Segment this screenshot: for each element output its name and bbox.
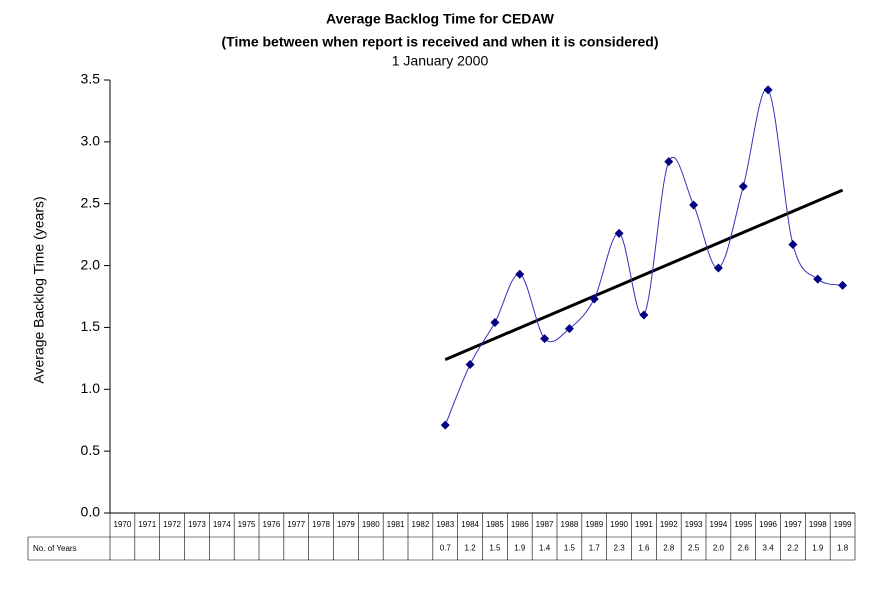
x-tick-label: 1983 bbox=[436, 520, 454, 529]
marker bbox=[465, 360, 475, 370]
x-tick-label: 1980 bbox=[362, 520, 380, 529]
x-tick-label: 1982 bbox=[412, 520, 430, 529]
x-tick-label: 1972 bbox=[163, 520, 181, 529]
marker bbox=[589, 294, 599, 304]
x-tick-label: 1996 bbox=[759, 520, 777, 529]
marker bbox=[788, 240, 798, 250]
marker bbox=[838, 280, 848, 290]
x-tick-label: 1987 bbox=[536, 520, 554, 529]
x-tick-label: 1999 bbox=[834, 520, 852, 529]
table-value: 2.6 bbox=[738, 544, 750, 553]
x-tick-label: 1975 bbox=[238, 520, 256, 529]
chart-date: 1 January 2000 bbox=[392, 53, 489, 69]
marker bbox=[664, 157, 674, 167]
table-value: 2.0 bbox=[713, 544, 725, 553]
y-tick-label: 3.5 bbox=[81, 71, 101, 87]
x-tick-label: 1998 bbox=[809, 520, 827, 529]
marker bbox=[738, 181, 748, 191]
table-value: 3.4 bbox=[763, 544, 775, 553]
y-tick-label: 0.5 bbox=[81, 442, 101, 458]
table-value: 1.2 bbox=[465, 544, 477, 553]
table-value: 2.2 bbox=[787, 544, 799, 553]
table-row-label: No. of Years bbox=[33, 544, 77, 553]
marker bbox=[540, 334, 550, 344]
x-tick-label: 1986 bbox=[511, 520, 529, 529]
marker bbox=[813, 274, 823, 284]
x-tick-label: 1990 bbox=[610, 520, 628, 529]
y-tick-label: 0.0 bbox=[81, 504, 101, 520]
y-tick-label: 1.5 bbox=[81, 318, 101, 334]
table-value: 1.7 bbox=[589, 544, 601, 553]
table-value: 1.9 bbox=[514, 544, 526, 553]
x-tick-label: 1981 bbox=[387, 520, 405, 529]
x-tick-label: 1989 bbox=[585, 520, 603, 529]
table-value: 1.6 bbox=[638, 544, 650, 553]
marker bbox=[713, 263, 723, 273]
chart-subtitle: (Time between when report is received an… bbox=[222, 34, 659, 50]
x-tick-label: 1977 bbox=[287, 520, 305, 529]
x-tick-label: 1971 bbox=[138, 520, 156, 529]
marker bbox=[639, 310, 649, 320]
x-tick-label: 1974 bbox=[213, 520, 231, 529]
x-tick-label: 1984 bbox=[461, 520, 479, 529]
x-tick-label: 1985 bbox=[486, 520, 504, 529]
table-value: 0.7 bbox=[440, 544, 452, 553]
y-tick-label: 1.0 bbox=[81, 380, 101, 396]
y-tick-label: 2.5 bbox=[81, 194, 101, 210]
series-line bbox=[444, 88, 843, 426]
table-value: 1.5 bbox=[564, 544, 576, 553]
table-value: 2.5 bbox=[688, 544, 700, 553]
table-value: 1.9 bbox=[812, 544, 824, 553]
marker bbox=[689, 200, 699, 210]
x-tick-label: 1993 bbox=[685, 520, 703, 529]
marker bbox=[440, 420, 450, 430]
y-tick-label: 3.0 bbox=[81, 133, 101, 149]
y-tick-label: 2.0 bbox=[81, 256, 101, 272]
marker bbox=[564, 324, 574, 334]
marker bbox=[490, 317, 500, 327]
table-value: 1.8 bbox=[837, 544, 849, 553]
y-axis-label: Average Backlog Time (years) bbox=[31, 196, 47, 383]
table-value: 1.4 bbox=[539, 544, 551, 553]
x-tick-label: 1994 bbox=[710, 520, 728, 529]
x-tick-label: 1988 bbox=[561, 520, 579, 529]
x-tick-label: 1976 bbox=[263, 520, 281, 529]
x-tick-label: 1973 bbox=[188, 520, 206, 529]
marker bbox=[614, 228, 624, 238]
marker bbox=[763, 85, 773, 95]
chart-title: Average Backlog Time for CEDAW bbox=[326, 11, 555, 27]
x-tick-label: 1995 bbox=[734, 520, 752, 529]
table-value: 2.8 bbox=[663, 544, 675, 553]
x-tick-label: 1991 bbox=[635, 520, 653, 529]
x-tick-label: 1970 bbox=[114, 520, 132, 529]
x-tick-label: 1978 bbox=[312, 520, 330, 529]
marker bbox=[515, 269, 525, 279]
table-value: 2.3 bbox=[614, 544, 626, 553]
x-tick-label: 1979 bbox=[337, 520, 355, 529]
x-tick-label: 1992 bbox=[660, 520, 678, 529]
table-value: 1.5 bbox=[489, 544, 501, 553]
x-tick-label: 1997 bbox=[784, 520, 802, 529]
trendline bbox=[444, 188, 844, 361]
